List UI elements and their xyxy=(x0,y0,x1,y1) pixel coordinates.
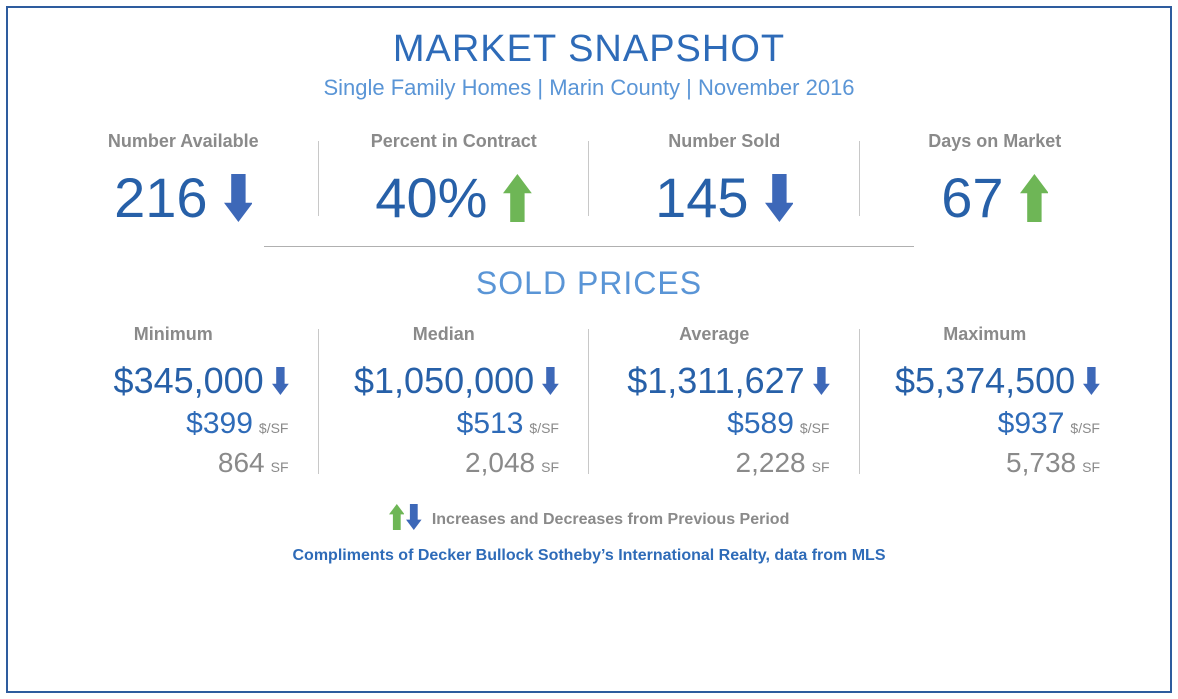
snapshot-container: MARKET SNAPSHOT Single Family Homes | Ma… xyxy=(6,6,1172,693)
price-label: Minimum xyxy=(58,324,289,345)
psf-unit: $/SF xyxy=(800,420,830,436)
stat-value: 40% xyxy=(375,170,487,226)
stat-label: Number Available xyxy=(58,131,309,152)
psf-unit: $/SF xyxy=(1070,420,1100,436)
price-per-sf-row: $589 $/SF xyxy=(599,407,830,441)
sf-unit: SF xyxy=(271,459,289,475)
price-per-sf-row: $513 $/SF xyxy=(329,407,560,441)
price-per-sf: $589 xyxy=(727,407,794,441)
credit-line: Compliments of Decker Bullock Sotheby’s … xyxy=(48,547,1130,565)
page-title: MARKET SNAPSHOT xyxy=(48,28,1130,71)
arrow-down-icon xyxy=(765,174,794,222)
stat-cell: Percent in Contract 40% xyxy=(319,131,590,226)
price-per-sf: $513 xyxy=(457,407,524,441)
arrow-up-icon xyxy=(1020,174,1049,222)
page-subtitle: Single Family Homes | Marin County | Nov… xyxy=(48,75,1130,101)
psf-unit: $/SF xyxy=(259,420,289,436)
legend-text: Increases and Decreases from Previous Pe… xyxy=(432,511,790,529)
stat-cell: Number Sold 145 xyxy=(589,131,860,226)
price-cell: Minimum $345,000 $399 $/SF 864 SF xyxy=(48,324,319,479)
price-main-row: $1,050,000 xyxy=(329,363,560,399)
price-label: Average xyxy=(599,324,830,345)
sold-prices-row: Minimum $345,000 $399 $/SF 864 SF Median $1,05… xyxy=(48,324,1130,479)
price-main-row: $5,374,500 xyxy=(870,363,1101,399)
arrow-down-icon xyxy=(813,367,830,395)
price-value: $1,050,000 xyxy=(354,363,534,399)
stat-value-row: 145 xyxy=(599,170,850,226)
arrow-down-icon xyxy=(542,367,559,395)
arrow-down-icon xyxy=(406,504,422,535)
price-cell: Median $1,050,000 $513 $/SF 2,048 SF xyxy=(319,324,590,479)
arrow-down-icon xyxy=(224,174,253,222)
price-value: $345,000 xyxy=(114,363,264,399)
arrow-up-icon xyxy=(389,504,405,535)
price-per-sf: $937 xyxy=(998,407,1065,441)
square-feet: 864 xyxy=(218,447,265,479)
stat-value: 67 xyxy=(941,170,1003,226)
arrow-up-icon xyxy=(503,174,532,222)
sf-row: 864 SF xyxy=(58,447,289,479)
square-feet: 5,738 xyxy=(1006,447,1076,479)
square-feet: 2,048 xyxy=(465,447,535,479)
stat-value-row: 216 xyxy=(58,170,309,226)
sf-unit: SF xyxy=(541,459,559,475)
legend-arrows xyxy=(389,504,422,535)
psf-unit: $/SF xyxy=(529,420,559,436)
stat-cell: Number Available 216 xyxy=(48,131,319,226)
sf-unit: SF xyxy=(1082,459,1100,475)
price-label: Median xyxy=(329,324,560,345)
price-per-sf: $399 xyxy=(186,407,253,441)
sf-unit: SF xyxy=(812,459,830,475)
stat-label: Days on Market xyxy=(870,131,1121,152)
sf-row: 2,228 SF xyxy=(599,447,830,479)
stat-label: Percent in Contract xyxy=(329,131,580,152)
stat-label: Number Sold xyxy=(599,131,850,152)
divider-line xyxy=(264,246,913,247)
stat-value-row: 67 xyxy=(870,170,1121,226)
stat-value: 216 xyxy=(114,170,207,226)
price-per-sf-row: $399 $/SF xyxy=(58,407,289,441)
price-value: $1,311,627 xyxy=(627,363,805,399)
price-cell: Average $1,311,627 $589 $/SF 2,228 SF xyxy=(589,324,860,479)
legend: Increases and Decreases from Previous Pe… xyxy=(48,504,1130,535)
sf-row: 2,048 SF xyxy=(329,447,560,479)
price-cell: Maximum $5,374,500 $937 $/SF 5,738 SF xyxy=(860,324,1131,479)
price-main-row: $345,000 xyxy=(58,363,289,399)
arrow-down-icon xyxy=(1083,367,1100,395)
sf-row: 5,738 SF xyxy=(870,447,1101,479)
stat-value: 145 xyxy=(655,170,748,226)
price-per-sf-row: $937 $/SF xyxy=(870,407,1101,441)
stat-value-row: 40% xyxy=(329,170,580,226)
arrow-down-icon xyxy=(272,367,289,395)
top-stats-row: Number Available 216 Percent in Contract 4… xyxy=(48,131,1130,226)
price-value: $5,374,500 xyxy=(895,363,1075,399)
price-main-row: $1,311,627 xyxy=(599,363,830,399)
square-feet: 2,228 xyxy=(736,447,806,479)
sold-prices-title: SOLD PRICES xyxy=(48,265,1130,302)
stat-cell: Days on Market 67 xyxy=(860,131,1131,226)
price-label: Maximum xyxy=(870,324,1101,345)
